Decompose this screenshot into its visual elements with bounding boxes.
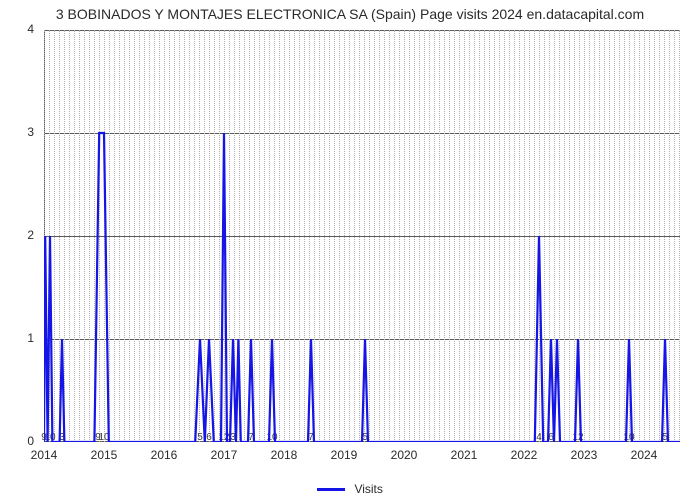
y-tick-label: 1 (0, 331, 34, 345)
x-tick-label: 2022 (511, 448, 538, 462)
legend-label: Visits (354, 482, 382, 496)
x-tick-label: 2024 (631, 448, 658, 462)
chart-container: { "title": "3 BOBINADOS Y MONTAJES ELECT… (0, 0, 700, 500)
x-tick-label: 2018 (271, 448, 298, 462)
x-tick-label: 2020 (391, 448, 418, 462)
x-tick-label: 2015 (91, 448, 118, 462)
x-tick-label: 2016 (151, 448, 178, 462)
y-tick-label: 3 (0, 125, 34, 139)
x-tick-label: 2017 (211, 448, 238, 462)
x-tick-label: 2019 (331, 448, 358, 462)
x-tick-label: 2014 (31, 448, 58, 462)
y-tick-label: 0 (0, 434, 34, 448)
x-tick-label: 2021 (451, 448, 478, 462)
legend-swatch (317, 488, 345, 491)
y-tick-label: 4 (0, 22, 34, 36)
line-series (44, 30, 680, 442)
chart-title: 3 BOBINADOS Y MONTAJES ELECTRONICA SA (S… (0, 0, 700, 22)
legend: Visits (0, 482, 700, 496)
y-tick-label: 2 (0, 228, 34, 242)
x-tick-label: 2023 (571, 448, 598, 462)
